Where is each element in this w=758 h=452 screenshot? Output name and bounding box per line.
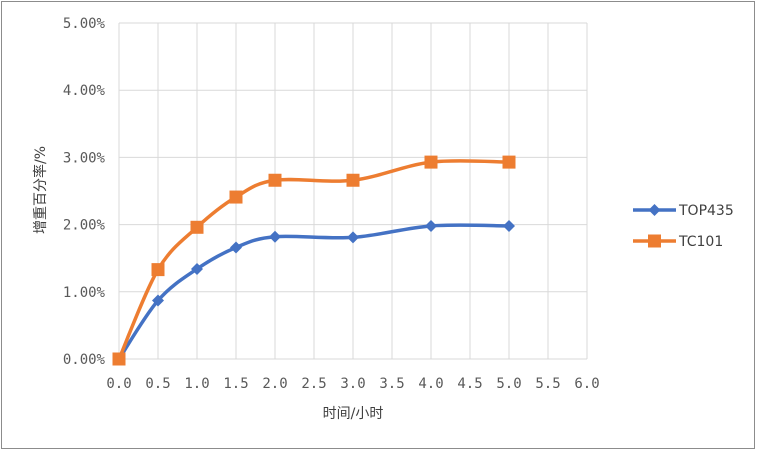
x-tick-label: 1.0 xyxy=(184,376,209,392)
x-tick-label: 2.0 xyxy=(262,376,287,392)
legend-marker xyxy=(648,234,661,248)
x-tick-label: 4.0 xyxy=(418,376,443,392)
x-axis-ticks: 0.0 0.5 1.0 1.5 2.0 2.5 3.0 3.5 4.0 4.5 5.0 5.5 6.0 xyxy=(106,376,599,392)
x-tick-label: 5.0 xyxy=(496,376,521,392)
y-axis-ticks: 0.00% 1.00% 2.00% 3.00% 4.00% 5.00% xyxy=(63,16,106,368)
data-point xyxy=(112,352,126,366)
data-point xyxy=(151,263,165,277)
y-tick-label: 3.00% xyxy=(63,150,106,166)
y-tick-label: 4.00% xyxy=(63,83,106,99)
x-tick-label: 3.5 xyxy=(379,376,404,392)
legend-label: TC101 xyxy=(678,234,723,250)
series-markers xyxy=(112,155,516,366)
x-tick-label: 0.5 xyxy=(145,376,170,392)
x-tick-label: 6.0 xyxy=(574,376,599,392)
y-tick-label: 5.00% xyxy=(63,16,106,32)
data-point xyxy=(503,219,515,232)
data-point xyxy=(424,155,438,169)
x-tick-label: 5.5 xyxy=(535,376,560,392)
legend: TOP435 TC101 xyxy=(633,203,734,250)
data-point xyxy=(425,219,437,232)
data-point xyxy=(269,230,281,243)
x-tick-label: 1.5 xyxy=(223,376,248,392)
y-tick-label: 0.00% xyxy=(63,352,106,368)
data-point xyxy=(502,155,516,169)
data-point xyxy=(268,173,282,187)
x-tick-label: 2.5 xyxy=(301,376,326,392)
y-tick-label: 1.00% xyxy=(63,285,106,301)
y-tick-label: 2.00% xyxy=(63,218,106,234)
data-point xyxy=(346,173,360,187)
data-point xyxy=(190,220,204,234)
data-point xyxy=(152,294,164,307)
legend-marker xyxy=(648,204,661,216)
data-point xyxy=(230,241,242,254)
x-tick-label: 4.5 xyxy=(457,376,482,392)
x-tick-label: 0.0 xyxy=(106,376,131,392)
data-point xyxy=(191,262,203,275)
data-point xyxy=(347,231,359,244)
x-axis-title: 时间/小时 xyxy=(323,406,384,422)
legend-label: TOP435 xyxy=(678,203,734,219)
data-point xyxy=(229,190,243,204)
y-axis-title: 增重百分率/% xyxy=(32,146,49,234)
grid xyxy=(118,22,588,360)
x-tick-label: 3.0 xyxy=(340,376,365,392)
